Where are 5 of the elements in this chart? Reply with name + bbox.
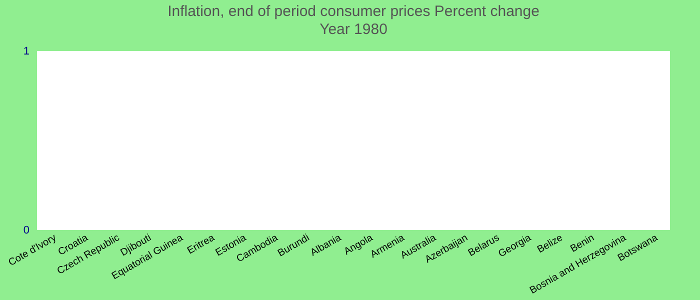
x-tick-label: Belize xyxy=(536,232,566,256)
chart-title: Inflation, end of period consumer prices Percent change xyxy=(168,3,540,20)
y-tick-label: 0 xyxy=(23,224,30,236)
y-tick-label: 1 xyxy=(23,46,30,58)
chart-subtitle: Year 1980 xyxy=(320,21,388,38)
